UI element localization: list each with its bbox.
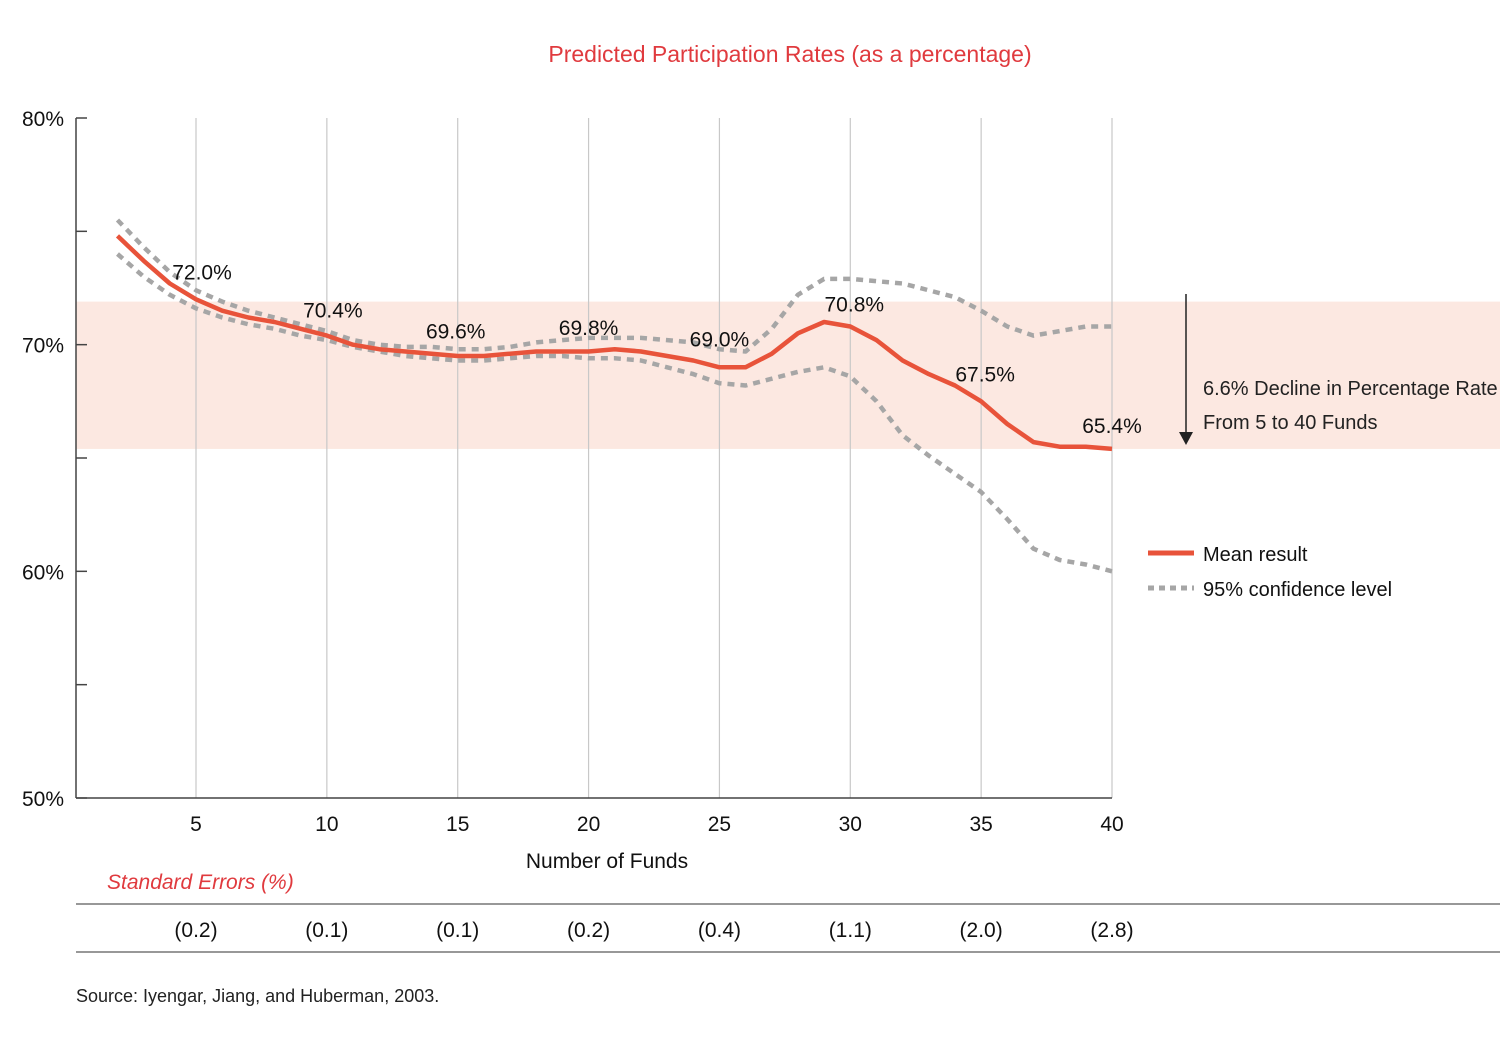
legend-entry-mean: Mean result: [1203, 544, 1308, 566]
data-label-35: 67.5%: [955, 363, 1015, 386]
data-label-20: 69.8%: [559, 317, 619, 340]
x-tick-label-5: 5: [190, 813, 202, 836]
x-tick-label-30: 30: [839, 813, 862, 836]
standard-error-15: (0.1): [436, 919, 479, 942]
x-tick-label-20: 20: [577, 813, 600, 836]
data-label-15: 69.6%: [426, 321, 486, 344]
annotation-line-1: 6.6% Decline in Percentage Rate: [1203, 378, 1498, 400]
data-label-25: 69.0%: [690, 328, 750, 351]
x-tick-label-35: 35: [969, 813, 992, 836]
x-tick-label-10: 10: [315, 813, 338, 836]
y-tick-label-60: 60%: [22, 561, 64, 584]
y-tick-label-80: 80%: [22, 108, 64, 131]
decline-arrow-icon: [1179, 432, 1193, 445]
data-label-5: 72.0%: [172, 261, 232, 284]
x-tick-label-40: 40: [1100, 813, 1123, 836]
y-tick-label-50: 50%: [22, 788, 64, 811]
standard-error-20: (0.2): [567, 919, 610, 942]
x-tick-label-15: 15: [446, 813, 469, 836]
standard-error-35: (2.0): [960, 919, 1003, 942]
series-line-ci-upper: [115, 218, 1112, 354]
chart-title: Predicted Participation Rates (as a perc…: [548, 41, 1031, 67]
annotation-line-2: From 5 to 40 Funds: [1203, 412, 1378, 434]
standard-error-40: (2.8): [1090, 919, 1133, 942]
data-label-10: 70.4%: [303, 300, 363, 323]
legend: Mean result 95% confidence level: [1148, 544, 1392, 601]
legend-entry-confidence: 95% confidence level: [1203, 579, 1392, 601]
data-label-40: 65.4%: [1082, 415, 1142, 438]
source-note: Source: Iyengar, Jiang, and Huberman, 20…: [76, 986, 439, 1006]
highlight-band: [76, 301, 1500, 449]
x-axis-label: Number of Funds: [526, 850, 688, 873]
standard-error-5: (0.2): [174, 919, 217, 942]
x-tick-label-25: 25: [708, 813, 731, 836]
series-line-ci-lower: [116, 252, 1113, 574]
series-line-mean: [115, 234, 1113, 452]
standard-error-25: (0.4): [698, 919, 741, 942]
standard-error-30: (1.1): [829, 919, 872, 942]
standard-error-10: (0.1): [305, 919, 348, 942]
y-tick-label-70: 70%: [22, 335, 64, 358]
standard-errors-heading: Standard Errors (%): [107, 871, 294, 894]
data-label-30: 70.8%: [825, 294, 885, 317]
